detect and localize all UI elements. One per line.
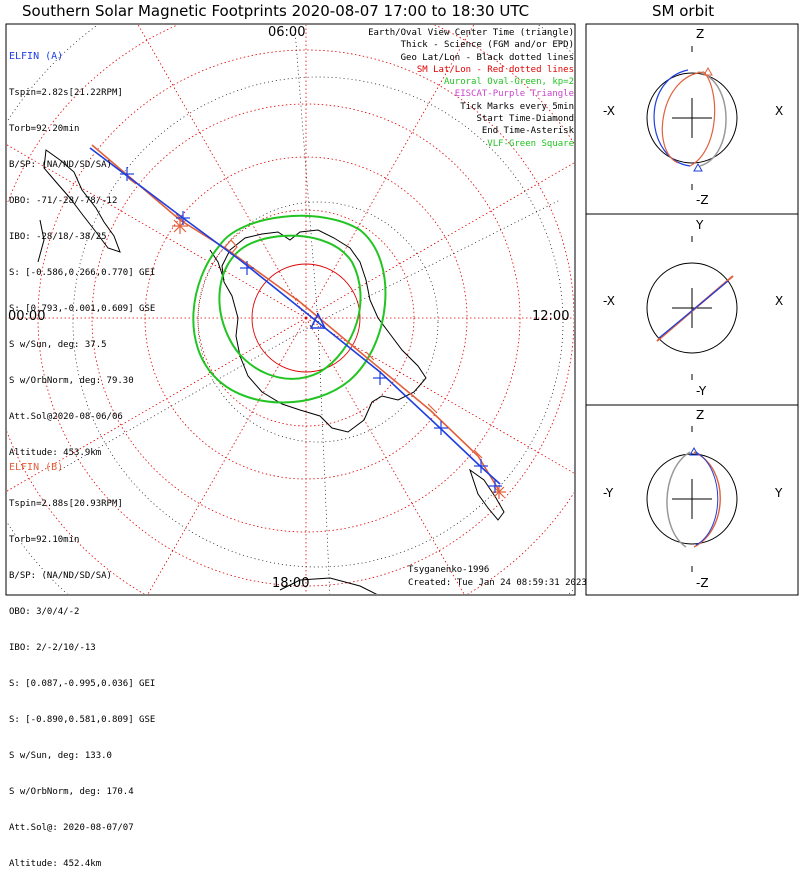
elfin-b-line: B/SP: (NA/ND/SD/SA)	[9, 571, 112, 581]
mlt-label-top: 06:00	[268, 25, 306, 40]
south-america-outline	[43, 149, 121, 253]
orbit1-right-label: X	[775, 104, 784, 118]
coast-fragment	[37, 219, 45, 263]
legend-entry: VLF-Green Square	[487, 138, 574, 149]
orbit2-bottom-label: -Y	[696, 384, 707, 398]
elfin-b-line: Att.Sol@: 2020-08-07/07	[9, 823, 134, 833]
legend-entry: Earth/Oval View Center Time (triangle)	[368, 28, 574, 38]
new-zealand-outline	[469, 468, 505, 521]
created-timestamp: Created: Tue Jan 24 08:59:31 2023	[408, 578, 587, 588]
elfin-a-header: ELFIN (A)	[9, 51, 64, 62]
elfin-a-line: Altitude: 453.9km	[9, 448, 102, 458]
legend: Earth/Oval View Center Time (triangle) Th…	[368, 27, 574, 150]
orbit3-bottom-label: -Z	[696, 576, 709, 590]
elfin-a-track	[89, 147, 502, 493]
elfin-a-line: S: [-0.586,0.266,0.770] GEI	[9, 268, 156, 278]
elfin-b-info: ELFIN (B) Tspin=2.88s[20.93RPM] Torb=92.…	[9, 438, 155, 882]
auroral-oval-outer	[192, 214, 387, 404]
legend-entry: Start Time-Diamond	[476, 114, 574, 125]
elfin-b-end-asterisk	[492, 485, 506, 499]
elfin-b-orbit	[661, 71, 716, 167]
elfin-a-ticks	[120, 167, 502, 493]
geo-lat-circle	[197, 201, 439, 443]
mlt-label-left: 00:00	[8, 309, 46, 324]
orbit-shadow	[697, 71, 727, 167]
orbit1-left-label: -X	[603, 104, 615, 118]
orbit1-bottom-label: -Z	[696, 193, 709, 207]
map-frame	[5, 23, 576, 596]
elfin-a-line: Tspin=2.82s[21.22RPM]	[9, 88, 123, 98]
elfin-b-line: Altitude: 452.4km	[9, 859, 102, 869]
orbit-panel-xy	[646, 236, 738, 380]
elfin-b-line: Torb=92.10min	[9, 535, 80, 545]
auroral-oval-inner	[218, 234, 362, 380]
elfin-a-line: Torb=92.20min	[9, 124, 80, 134]
geo-latitude-circles	[7, 25, 574, 594]
elfin-a-line: OBO: -71/-28/-78/-12	[9, 196, 118, 206]
elfin-a-line: S w/OrbNorm, deg: 79.30	[9, 376, 134, 386]
orbit2-right-label: X	[775, 294, 784, 308]
elfin-a-line: B/SP: (NA/ND/SD/SA)	[9, 160, 112, 170]
geo-lat-circle	[72, 76, 564, 568]
antarctica-outline	[221, 229, 427, 433]
elfin-a-line: S: [0.793,-0.001,0.609] GSE	[9, 304, 156, 314]
legend-entry: SM Lat/Lon - Red dotted lines	[416, 64, 574, 75]
mlt-label-right: 12:00	[532, 309, 570, 324]
elfin-a-orbit	[653, 69, 691, 167]
elfin-b-line: IBO: 2/-2/10/-13	[9, 643, 96, 653]
legend-entry: End Time-Asterisk	[481, 126, 574, 137]
elfin-a-info: ELFIN (A) Tspin=2.82s[21.22RPM] Torb=92.…	[9, 27, 155, 471]
orbit1-top-label: Z	[696, 27, 705, 41]
sm-lat-circle	[91, 103, 521, 533]
earth-circle	[646, 262, 738, 354]
model-label: Tsyganenko-1996	[408, 565, 490, 575]
elfin-a-line: IBO: -28/18/-38/25	[9, 232, 107, 242]
orbit-title: SM orbit	[652, 2, 715, 20]
elfin-a-line: Att.Sol@2020-08-06/06	[9, 412, 123, 422]
orbit-frame	[585, 23, 799, 596]
geo-longitude-lines	[59, 29, 561, 594]
elfin-b-track	[91, 144, 506, 499]
legend-entry: Geo Lat/Lon - Black dotted lines	[400, 52, 574, 63]
earth-circle	[646, 453, 738, 545]
legend-entry: EISCAT-Purple Triangle	[454, 89, 574, 100]
orbit3-right-label: Y	[775, 486, 783, 500]
elfin-a-orbit	[695, 451, 719, 546]
footprint-figure	[5, 23, 799, 596]
mlt-label-bottom: 18:00	[272, 576, 310, 591]
orbit3-left-label: -Y	[603, 486, 614, 500]
orbit2-left-label: -X	[603, 294, 615, 308]
legend-entry: Thick - Science (FGM and/or EPD)	[400, 40, 574, 51]
elfin-a-footprint-line	[89, 147, 501, 485]
orbit-triangle	[693, 162, 703, 172]
orbit-triangle	[689, 446, 699, 456]
legend-entry: Auroral Oval-Green, kp=2	[443, 77, 574, 88]
orbit-shadow	[666, 451, 691, 548]
elfin-b-line: OBO: 3/0/4/-2	[9, 607, 80, 617]
orbit-panel-xz	[646, 46, 738, 190]
orbit-panel-yz	[646, 426, 738, 572]
elfin-b-line: S: [0.087,-0.995,0.036] GEI	[9, 679, 156, 689]
elfin-a-orbit	[658, 280, 729, 339]
view-center-triangle	[309, 312, 327, 329]
orbit-triangle	[703, 66, 713, 76]
elfin-b-start-asterisk	[172, 218, 188, 234]
orbit3-top-label: Z	[696, 408, 705, 422]
sm-longitude-lines	[7, 25, 574, 594]
orbit2-top-label: Y	[696, 218, 704, 232]
elfin-b-header: ELFIN (B)	[9, 462, 64, 473]
main-title: Southern Solar Magnetic Footprints 2020-…	[22, 2, 530, 20]
elfin-b-line: S w/Sun, deg: 133.0	[9, 751, 112, 761]
elfin-b-line: S: [-0.890,0.581,0.809] GSE	[9, 715, 156, 725]
elfin-b-footprint-line	[91, 144, 501, 493]
earth-circle	[646, 72, 738, 164]
elfin-b-line: S w/OrbNorm, deg: 170.4	[9, 787, 134, 797]
elfin-b-line: Tspin=2.88s[20.93RPM]	[9, 499, 123, 509]
legend-entry: Tick Marks every 5min	[460, 101, 574, 112]
africa-fragment	[279, 577, 378, 594]
sm-inner-circle	[251, 263, 361, 373]
elfin-a-line: S w/Sun, deg: 37.5	[9, 340, 107, 350]
